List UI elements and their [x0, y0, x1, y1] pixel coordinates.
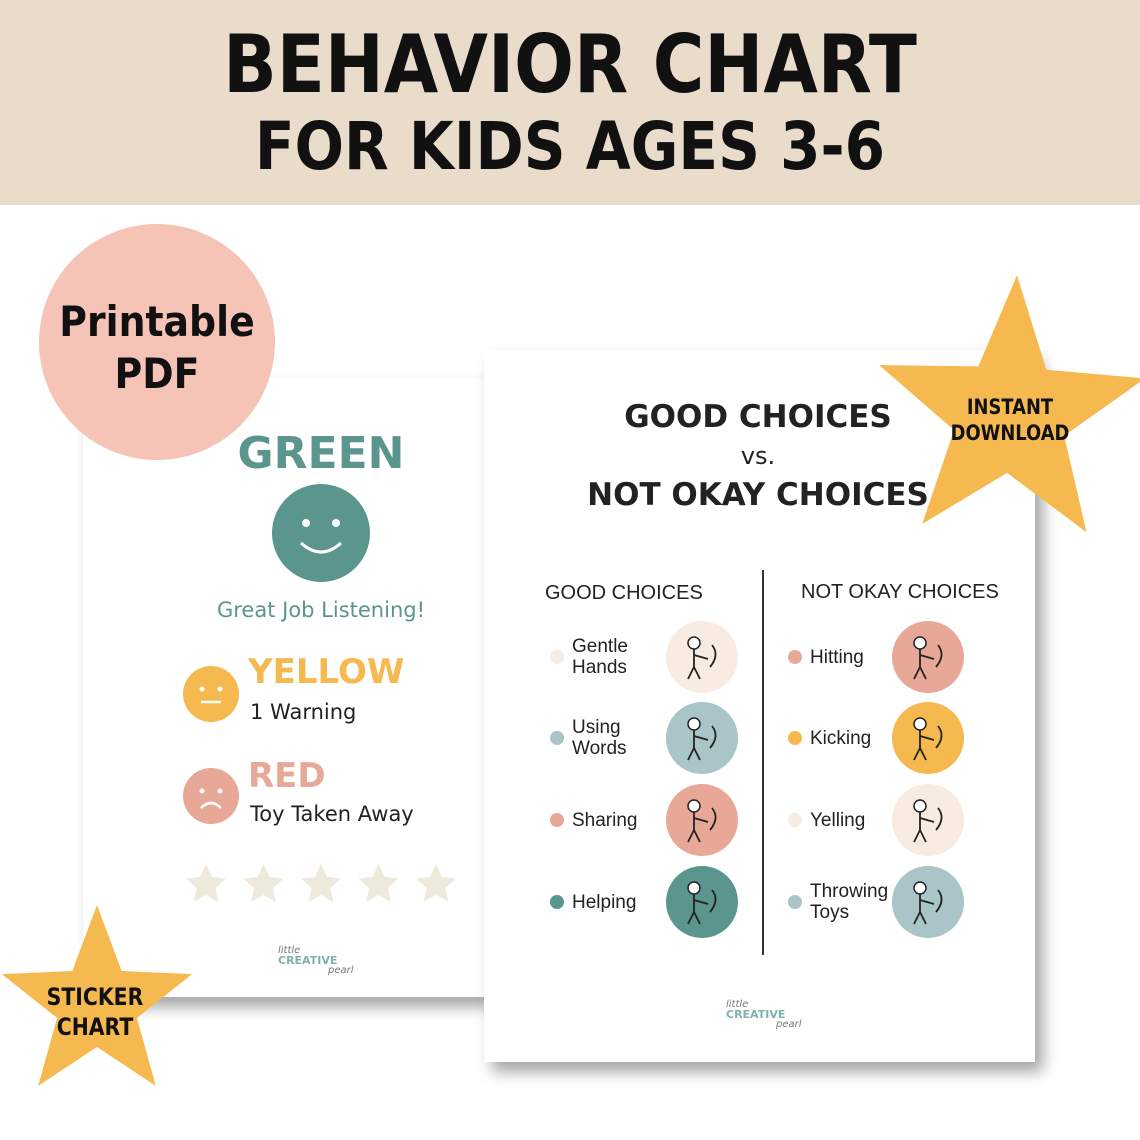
badge-line: INSTANT — [966, 395, 1054, 419]
logo-text: pearl — [776, 1019, 802, 1030]
red-title: RED — [248, 756, 326, 796]
sticker-text: STICKER CHART — [31, 982, 159, 1042]
logo-text: little — [726, 999, 749, 1010]
item-label-line: Helping — [572, 892, 637, 913]
title: BEHAVIOR CHART — [223, 18, 917, 111]
item-dot — [788, 895, 802, 909]
sticker-star-slot — [186, 864, 226, 902]
item-dot — [788, 813, 802, 827]
header-band — [0, 0, 1140, 205]
red-caption: Toy Taken Away — [250, 802, 414, 826]
item-label: Yelling — [810, 810, 865, 831]
item-icon — [892, 702, 964, 774]
green-caption: Great Job Listening! — [216, 598, 426, 622]
yellow-face — [183, 666, 239, 722]
logo: little CREATIVE pearl — [726, 1000, 802, 1030]
item-label: Hitting — [810, 647, 864, 668]
icon-figure — [913, 889, 943, 925]
sticker-star-slot — [301, 864, 341, 902]
item-dot — [788, 650, 802, 664]
logo-text: CREATIVE — [726, 1008, 786, 1021]
item-icon — [666, 866, 738, 938]
sticker-star-slot — [243, 864, 284, 902]
icon-head — [687, 717, 701, 731]
item-dot — [550, 731, 564, 745]
badge-line: CHART — [56, 1013, 134, 1041]
item-icon — [892, 866, 964, 938]
yellow-caption: 1 Warning — [250, 700, 357, 724]
not-okay-heading: NOT OKAY CHOICES — [801, 581, 999, 603]
sticker-star-slot — [358, 864, 399, 902]
icon-figure — [913, 644, 943, 680]
item-label: Sharing — [572, 810, 638, 831]
item-label-line: Gentle — [572, 636, 628, 657]
badge-line: Printable — [59, 297, 255, 346]
item-label: Throwing Toys — [810, 881, 888, 923]
right-card: GOOD CHOICES vs. NOT OKAY CHOICES GOOD C… — [484, 350, 1035, 1062]
logo-text: little — [278, 945, 301, 956]
item-icon — [666, 702, 738, 774]
icon-head — [913, 799, 927, 813]
item-dot — [788, 731, 802, 745]
item-label: Helping — [572, 892, 636, 913]
yellow-title: YELLOW — [248, 652, 405, 692]
instant-text: INSTANT DOWNLOAD — [942, 394, 1078, 446]
icon-figure — [913, 725, 943, 761]
item-icon — [666, 784, 738, 856]
badge-line: PDF — [114, 349, 200, 398]
icon-figure — [687, 644, 717, 680]
item-dot — [550, 650, 564, 664]
logo: little CREATIVE pearl — [278, 946, 354, 976]
item-label-line: Toys — [810, 902, 850, 923]
item-label: Gentle Hands — [572, 636, 628, 678]
item-icon — [892, 621, 964, 693]
sticker-star-slot — [416, 864, 456, 902]
icon-figure — [687, 889, 717, 925]
icon-figure — [687, 725, 717, 761]
item-label-line: Throwing — [810, 881, 889, 902]
badge-line: STICKER — [46, 983, 144, 1011]
title-line: vs. — [740, 442, 776, 470]
item-label-line: Using — [572, 717, 621, 738]
icon-head — [913, 717, 927, 731]
left-card: GREEN Great Job Listening! YELLOW 1 Warn… — [83, 378, 485, 997]
red-face — [183, 768, 239, 824]
item-label-line: Hitting — [810, 647, 864, 668]
item-label-line: Hands — [572, 657, 627, 678]
good-heading: GOOD CHOICES — [545, 582, 703, 604]
icon-head — [687, 881, 701, 895]
item-label: Kicking — [810, 728, 871, 749]
title-line: NOT OKAY CHOICES — [587, 477, 929, 513]
item-label-line: Words — [572, 738, 627, 759]
item-icon — [666, 621, 738, 693]
logo-text: pearl — [328, 965, 354, 976]
logo-text: CREATIVE — [278, 954, 338, 967]
item-label-line: Sharing — [572, 810, 638, 831]
badge-line: DOWNLOAD — [950, 421, 1070, 445]
icon-head — [687, 636, 701, 650]
item-dot — [550, 895, 564, 909]
divider — [762, 570, 764, 955]
title-line: GOOD CHOICES — [624, 399, 892, 435]
icon-head — [913, 636, 927, 650]
green-face — [272, 484, 370, 582]
sticker-stars — [186, 864, 456, 902]
subtitle: FOR KIDS AGES 3-6 — [254, 108, 886, 185]
item-icon — [892, 784, 964, 856]
item-label: Using Words — [572, 717, 627, 759]
icon-figure — [687, 807, 717, 843]
item-dot — [550, 813, 564, 827]
right-title: GOOD CHOICES vs. NOT OKAY CHOICES — [484, 398, 1032, 515]
icon-figure — [913, 807, 943, 843]
printable-text: Printable PDF — [52, 296, 263, 400]
icon-head — [913, 881, 927, 895]
item-label-line: Kicking — [810, 728, 872, 749]
item-label-line: Yelling — [810, 810, 866, 831]
icon-head — [687, 799, 701, 813]
